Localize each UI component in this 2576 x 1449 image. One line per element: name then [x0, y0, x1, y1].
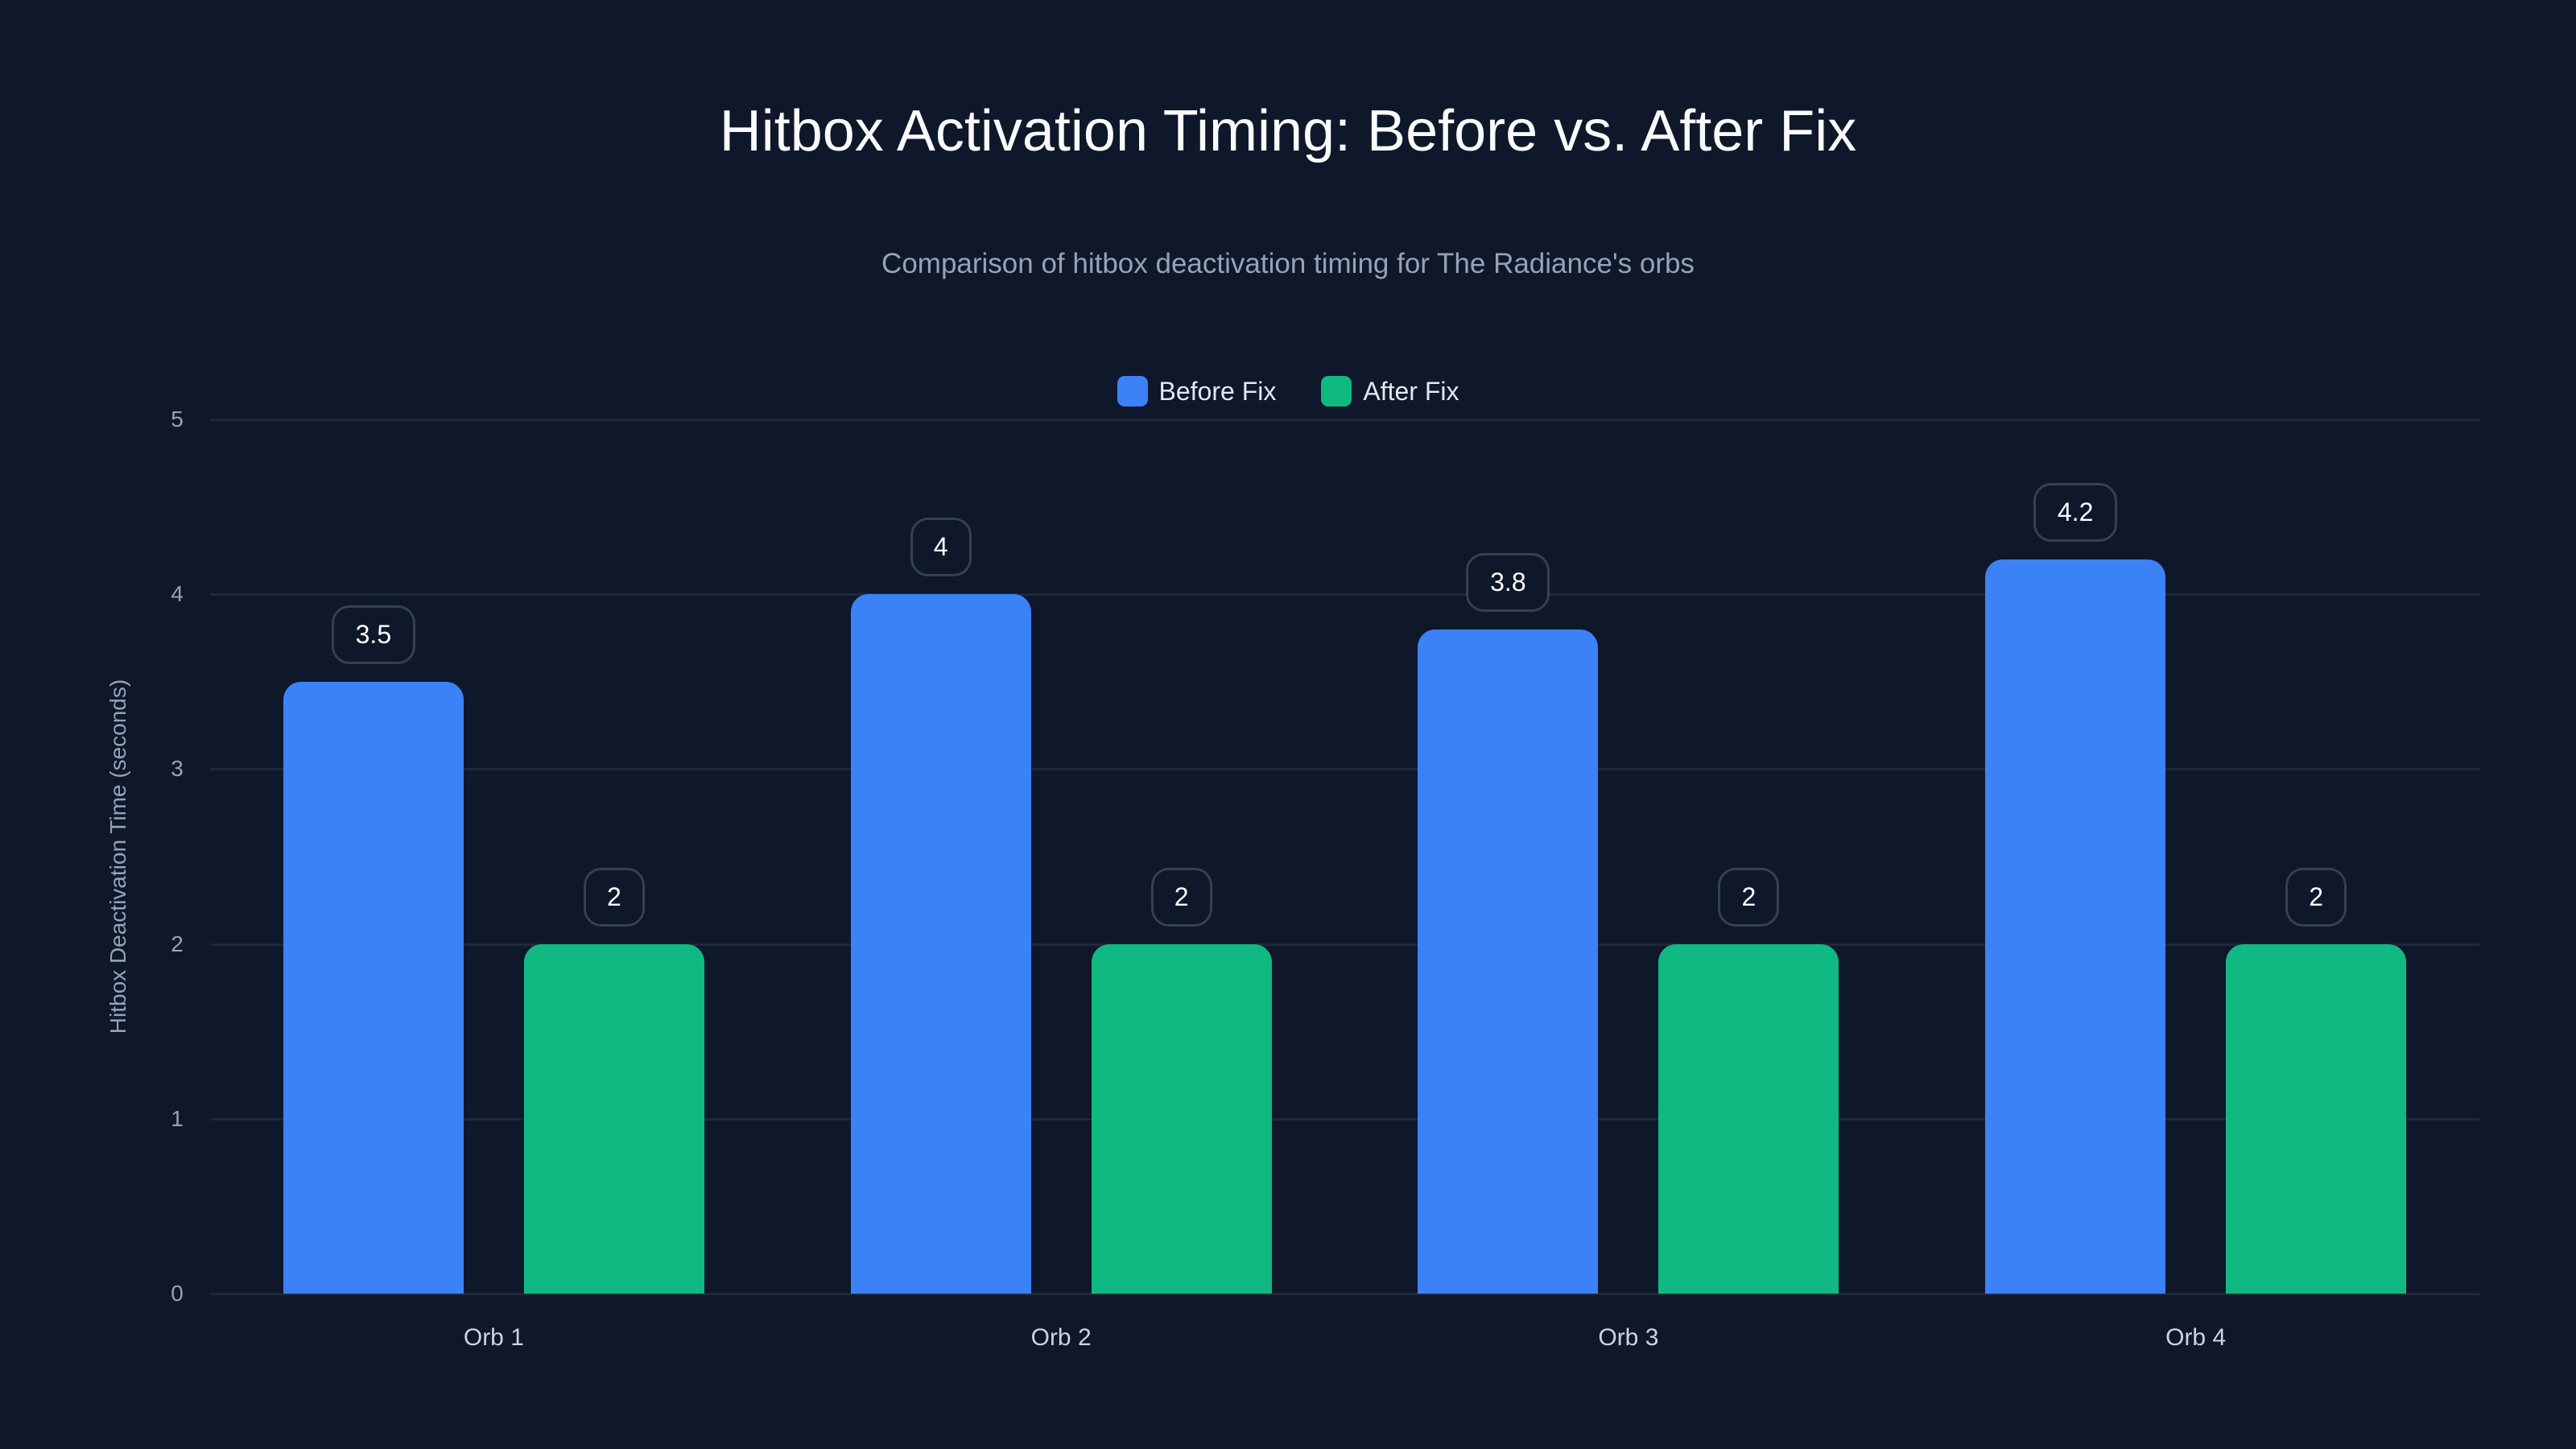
y-tick-label: 5 — [171, 407, 184, 431]
legend-item-before-fix[interactable]: Before Fix — [1117, 376, 1277, 407]
data-label: 2 — [2285, 867, 2347, 927]
data-label: 2 — [1150, 867, 1212, 927]
data-label: 4.2 — [2033, 482, 2118, 542]
x-tick-label: Orb 4 — [2165, 1324, 2227, 1351]
bar-after-fix[interactable] — [1091, 943, 1272, 1294]
bar-after-fix[interactable] — [523, 943, 704, 1294]
data-label: 3.5 — [331, 605, 415, 664]
legend-item-after-fix[interactable]: After Fix — [1321, 376, 1459, 407]
chart-title: Hitbox Activation Timing: Before vs. Aft… — [719, 99, 1857, 163]
data-label: 3.8 — [1466, 552, 1550, 612]
legend-swatch-before-icon — [1117, 376, 1148, 407]
data-label: 2 — [1718, 867, 1780, 927]
gridline — [210, 593, 2479, 597]
x-tick-label: Orb 3 — [1598, 1324, 1659, 1351]
data-label: 2 — [583, 867, 645, 927]
bar-before-fix[interactable] — [1985, 559, 2166, 1294]
y-tick-label: 1 — [171, 1105, 184, 1131]
bar-before-fix[interactable] — [283, 681, 464, 1294]
chart-subtitle: Comparison of hitbox deactivation timing… — [881, 248, 1695, 279]
gridline — [210, 768, 2479, 771]
y-tick-label: 2 — [171, 931, 184, 956]
bar-before-fix[interactable] — [1418, 629, 1599, 1294]
gridline — [210, 419, 2479, 421]
legend-label: After Fix — [1363, 376, 1459, 406]
legend: Before Fix After Fix — [0, 372, 2576, 411]
y-tick-label: 0 — [171, 1281, 184, 1306]
x-tick-label: Orb 1 — [463, 1324, 524, 1351]
x-tick-label: Orb 2 — [1030, 1324, 1092, 1351]
gridline — [210, 1117, 2479, 1121]
bar-after-fix[interactable] — [1658, 943, 1839, 1294]
gridline — [210, 943, 2479, 946]
data-label: 4 — [910, 518, 972, 577]
bar-after-fix[interactable] — [2226, 943, 2407, 1294]
x-axis-baseline — [210, 1293, 2479, 1295]
y-tick-label: 4 — [171, 581, 184, 607]
legend-swatch-after-icon — [1321, 376, 1352, 407]
bar-before-fix[interactable] — [850, 594, 1031, 1294]
y-tick-label: 3 — [171, 756, 184, 782]
legend-label: Before Fix — [1158, 376, 1277, 406]
